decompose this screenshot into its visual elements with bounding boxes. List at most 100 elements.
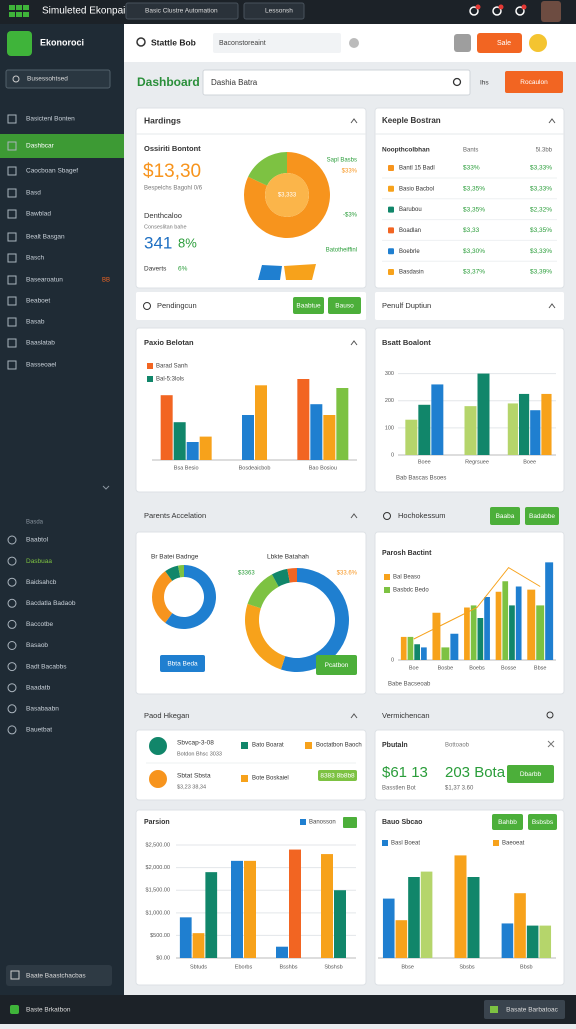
search-box[interactable] xyxy=(202,69,471,96)
button-label[interactable]: Bbta Beda xyxy=(167,661,198,668)
badge: BB xyxy=(102,278,110,284)
y-tick-label: 0 xyxy=(391,657,394,663)
button[interactable] xyxy=(293,297,324,314)
button[interactable] xyxy=(528,814,557,830)
button[interactable] xyxy=(328,297,361,314)
button-label[interactable]: Bahbb xyxy=(498,819,517,826)
menu-item[interactable]: Baidsahcb xyxy=(26,579,57,586)
button-label[interactable]: Basate Barbatoac xyxy=(506,1007,558,1014)
button-label[interactable]: 8383 8b8b8 xyxy=(320,773,355,780)
menu-item[interactable]: Dashbcar xyxy=(26,143,55,150)
button[interactable] xyxy=(492,814,523,830)
menu-item[interactable]: Basearoatun xyxy=(26,277,63,284)
link[interactable]: Ihs xyxy=(480,80,489,87)
menu-icon xyxy=(7,114,17,124)
menu-item[interactable]: Basaob xyxy=(26,642,48,649)
cell: $3,33% xyxy=(530,186,552,193)
menu-item[interactable]: Badt Bacabbs xyxy=(26,663,67,670)
menu-item[interactable]: Baadatb xyxy=(26,684,51,691)
x-tick-label: Bosdeaicbob xyxy=(239,465,271,471)
footer-button[interactable] xyxy=(6,965,112,986)
button-label[interactable]: Baabtue xyxy=(296,303,321,310)
label: Ossiriti Bontont xyxy=(144,144,201,153)
logo-cell xyxy=(16,12,22,17)
donut-slice xyxy=(165,565,216,629)
chevron xyxy=(102,485,110,490)
button[interactable] xyxy=(316,655,357,675)
button-label[interactable]: Sale xyxy=(497,40,511,47)
menu-item[interactable]: Bealt Basgan xyxy=(26,234,65,241)
bar xyxy=(382,898,395,958)
sidebar xyxy=(0,24,124,995)
button[interactable] xyxy=(505,71,563,93)
menu-item[interactable]: Baaslatab xyxy=(26,340,55,347)
x-tick-label: Regrsuee xyxy=(465,459,489,465)
notification-dot xyxy=(498,4,504,10)
tab-label[interactable]: Basic Clustre Automation xyxy=(145,8,218,15)
tab[interactable] xyxy=(125,2,239,20)
input-text[interactable]: Baconstoreaint xyxy=(219,40,266,47)
footer-label[interactable]: Baate Baastchacbas xyxy=(26,973,86,980)
donut-center-label: $3,333 xyxy=(278,193,297,199)
item-icon xyxy=(149,737,167,755)
section-bar xyxy=(375,292,564,320)
bar xyxy=(509,605,515,660)
menu-icon xyxy=(7,704,17,714)
amount: $13,30 xyxy=(143,161,201,182)
footnote: Babe Bacseoab xyxy=(388,682,431,688)
menu-item[interactable]: Bacdatla Badaob xyxy=(26,600,76,607)
menu-item[interactable]: Basabaabn xyxy=(26,706,59,713)
menu-item[interactable]: Bawblad xyxy=(26,211,51,218)
button-label[interactable]: Bauso xyxy=(335,303,354,310)
menu-icon xyxy=(7,253,17,263)
button[interactable] xyxy=(490,507,520,525)
bar xyxy=(464,406,477,455)
tab[interactable] xyxy=(243,2,305,20)
input[interactable] xyxy=(213,33,341,53)
menu-item[interactable]: Dasbuaa xyxy=(26,558,52,565)
cell: $3,35% xyxy=(463,186,485,193)
search-box[interactable] xyxy=(5,69,111,89)
button-label[interactable]: Pcatbon xyxy=(325,662,349,669)
cell: $3,37% xyxy=(463,269,485,276)
tab-label[interactable]: Lessonsh xyxy=(265,8,293,15)
menu-item[interactable]: Baabtol xyxy=(26,537,49,544)
bar xyxy=(336,388,349,460)
icon-button xyxy=(515,6,525,16)
menu-item[interactable]: Bauetbat xyxy=(26,727,52,734)
menu-item[interactable]: Beaboet xyxy=(26,298,50,305)
menu-item[interactable]: Basseoael xyxy=(26,362,57,369)
x-tick-label: Bao Bosiou xyxy=(309,465,337,471)
cell: $3,33% xyxy=(530,165,552,172)
label: Denthcaloo xyxy=(144,211,182,220)
button-label[interactable]: Baaba xyxy=(496,513,515,520)
button-label[interactable]: Dbarbb xyxy=(520,771,542,778)
search-text[interactable]: Busessohtsed xyxy=(27,76,68,83)
button[interactable] xyxy=(160,655,205,672)
decor xyxy=(258,265,282,280)
section-icon xyxy=(143,302,151,310)
button-label[interactable]: Bsbsbs xyxy=(532,819,554,826)
menu-item[interactable]: Baccotbe xyxy=(26,621,53,628)
search-text[interactable]: Dashia Batra xyxy=(211,78,258,87)
bar xyxy=(441,647,450,660)
menu-item[interactable]: Basictenl Bonten xyxy=(26,116,75,123)
menu-icon xyxy=(7,535,17,545)
button[interactable] xyxy=(507,765,554,783)
button-label[interactable]: Rocaulon xyxy=(520,79,548,86)
button[interactable] xyxy=(477,33,522,53)
x-tick-label: Bbse xyxy=(401,964,414,970)
button-label[interactable]: Badabbe xyxy=(529,513,555,520)
menu-item[interactable]: Basab xyxy=(26,319,45,326)
button[interactable] xyxy=(484,1000,565,1019)
menu-item[interactable]: Basch xyxy=(26,255,44,262)
menu-item[interactable]: Basd xyxy=(26,190,41,197)
button[interactable] xyxy=(525,507,559,525)
button[interactable] xyxy=(318,770,357,781)
card xyxy=(135,729,367,801)
bar xyxy=(400,636,407,660)
legend-label: Barad Sanh xyxy=(156,364,188,370)
tag-icon xyxy=(305,742,312,749)
menu-item[interactable]: Caocboan Sbagef xyxy=(26,168,78,175)
section-title: Vermichencan xyxy=(382,711,430,720)
